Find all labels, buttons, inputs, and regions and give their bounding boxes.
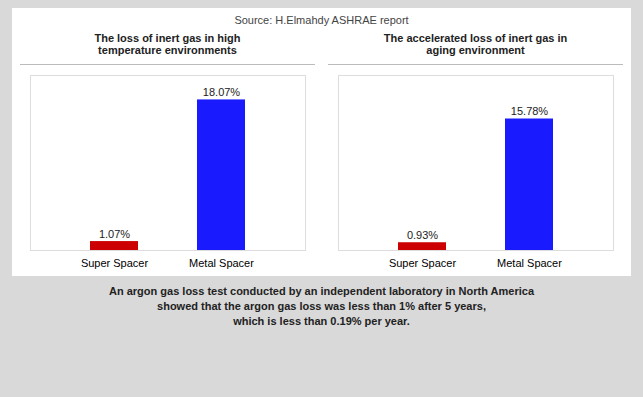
svg-text:15.78%: 15.78% <box>511 105 549 117</box>
html-text:Source: H.Elmahdy ASHRAE repor: Source: H.Elmahdy ASHRAE report <box>234 14 409 26</box>
html-text:An argon gas loss test conduct: An argon gas loss test conducted by an i… <box>109 285 534 297</box>
html-text:showed that the argon gas loss: showed that the argon gas loss was less … <box>157 299 486 312</box>
svg-text:1.07%: 1.07% <box>99 228 130 240</box>
html-text:which is less than 0.19% per y: which is less than 0.19% per year. <box>233 314 410 327</box>
svg-text:Metal Spacer: Metal Spacer <box>189 257 254 269</box>
html-text:The loss of inert gas in high: The loss of inert gas in high temperatur… <box>94 32 241 56</box>
svg-text:18.07%: 18.07% <box>203 86 241 98</box>
svg-text:Metal Spacer: Metal Spacer <box>497 257 562 269</box>
svg-text:0.93%: 0.93% <box>407 229 438 241</box>
svg-text:Super Spacer: Super Spacer <box>81 257 149 269</box>
svg-text:Super Spacer: Super Spacer <box>389 257 457 269</box>
html-text:The accelerated loss of inert: The accelerated loss of inert gas in agi… <box>383 32 568 56</box>
